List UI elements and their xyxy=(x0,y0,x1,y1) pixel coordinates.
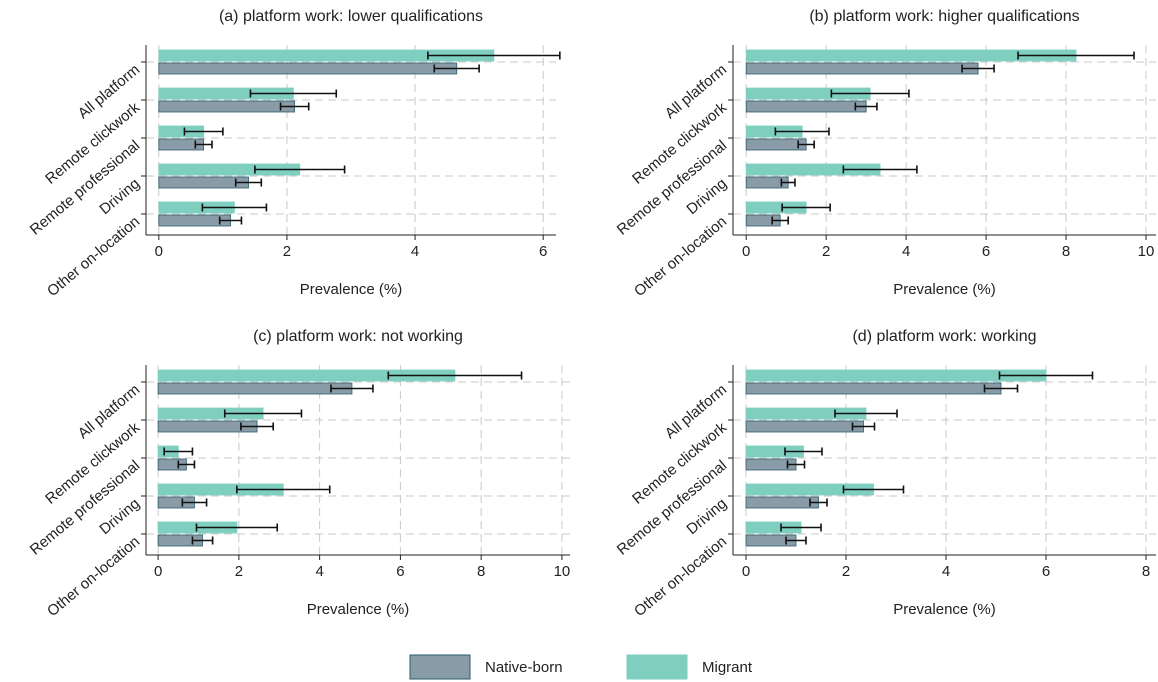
legend-swatch xyxy=(409,654,471,680)
error-bar xyxy=(774,127,830,136)
x-tick-label: 0 xyxy=(742,563,750,580)
x-tick-label: 0 xyxy=(155,243,163,260)
bar xyxy=(745,138,807,151)
error-bar xyxy=(797,140,815,149)
x-axis-label: Prevalence (%) xyxy=(307,601,410,618)
legend-swatch xyxy=(626,654,688,680)
error-bar xyxy=(785,536,807,545)
error-bar xyxy=(240,422,275,431)
x-tick-label: 4 xyxy=(902,243,910,260)
x-tick-label: 8 xyxy=(477,563,485,580)
error-bar xyxy=(786,460,806,469)
error-bar xyxy=(781,203,831,212)
legend-label: Migrant xyxy=(702,659,753,676)
error-bar xyxy=(427,51,561,60)
x-tick-label: 4 xyxy=(942,563,950,580)
error-bar xyxy=(194,140,213,149)
error-bar xyxy=(983,384,1019,393)
x-tick-label: 2 xyxy=(822,243,830,260)
error-bar xyxy=(191,536,214,545)
x-tick-label: 10 xyxy=(1138,243,1155,260)
x-tick-label: 4 xyxy=(315,563,323,580)
panel-title: (c) platform work: not working xyxy=(253,328,463,345)
error-bar xyxy=(780,523,822,532)
panel-title: (d) platform work: working xyxy=(852,328,1036,345)
y-tick-label: Other on-location xyxy=(44,213,143,300)
bar xyxy=(745,420,864,433)
error-bar xyxy=(201,203,268,212)
x-tick-label: 6 xyxy=(1042,563,1050,580)
bar xyxy=(745,62,979,75)
legend-label: Native-born xyxy=(485,659,563,676)
panel: (a) platform work: lower qualifications 0… xyxy=(27,8,561,300)
x-tick-label: 4 xyxy=(411,243,419,260)
bar xyxy=(157,382,353,395)
x-tick-label: 2 xyxy=(842,563,850,580)
x-axis-label: Prevalence (%) xyxy=(893,281,996,298)
y-tick-label: Other on-location xyxy=(631,213,730,300)
x-tick-label: 0 xyxy=(742,243,750,260)
error-bar xyxy=(249,89,338,98)
error-bar xyxy=(218,216,243,225)
x-tick-label: 0 xyxy=(154,563,162,580)
error-bar xyxy=(961,64,995,73)
error-bar xyxy=(236,485,331,494)
error-bar xyxy=(771,216,789,225)
error-bar xyxy=(223,409,303,418)
error-bar xyxy=(809,498,828,507)
x-tick-label: 8 xyxy=(1062,243,1070,260)
panel: (b) platform work: higher qualifications… xyxy=(614,8,1156,300)
x-tick-label: 2 xyxy=(283,243,291,260)
x-tick-label: 6 xyxy=(539,243,547,260)
error-bar xyxy=(387,371,523,380)
error-bar xyxy=(842,485,905,494)
error-bar xyxy=(854,102,878,111)
error-bar xyxy=(998,371,1094,380)
bar xyxy=(745,100,867,113)
error-bar xyxy=(330,384,374,393)
error-bar xyxy=(234,178,263,187)
error-bar xyxy=(1017,51,1135,60)
x-axis-label: Prevalence (%) xyxy=(300,281,403,298)
error-bar xyxy=(834,409,898,418)
error-bar xyxy=(784,447,823,456)
x-tick-label: 6 xyxy=(982,243,990,260)
y-tick-label: Other on-location xyxy=(44,533,143,620)
x-tick-label: 2 xyxy=(235,563,243,580)
panel-title: (b) platform work: higher qualifications xyxy=(809,8,1079,25)
error-bar xyxy=(780,178,796,187)
bar xyxy=(158,100,296,113)
x-tick-label: 6 xyxy=(396,563,404,580)
panel-title: (a) platform work: lower qualifications xyxy=(219,8,483,25)
error-bar xyxy=(177,460,196,469)
bar xyxy=(158,62,458,75)
x-tick-label: 8 xyxy=(1142,563,1150,580)
error-bar xyxy=(163,447,194,456)
error-bar xyxy=(181,498,208,507)
error-bar xyxy=(433,64,480,73)
x-axis-label: Prevalence (%) xyxy=(893,601,996,618)
error-bar xyxy=(254,165,346,174)
error-bar xyxy=(195,523,279,532)
error-bar xyxy=(279,102,310,111)
error-bar xyxy=(842,165,918,174)
error-bar xyxy=(851,422,876,431)
legend: Native-born Migrant xyxy=(409,654,753,680)
y-tick-label: Other on-location xyxy=(631,533,730,620)
error-bar xyxy=(830,89,910,98)
x-tick-label: 10 xyxy=(554,563,571,580)
bar xyxy=(745,496,819,509)
error-bar xyxy=(183,127,224,136)
bar xyxy=(745,382,1002,395)
